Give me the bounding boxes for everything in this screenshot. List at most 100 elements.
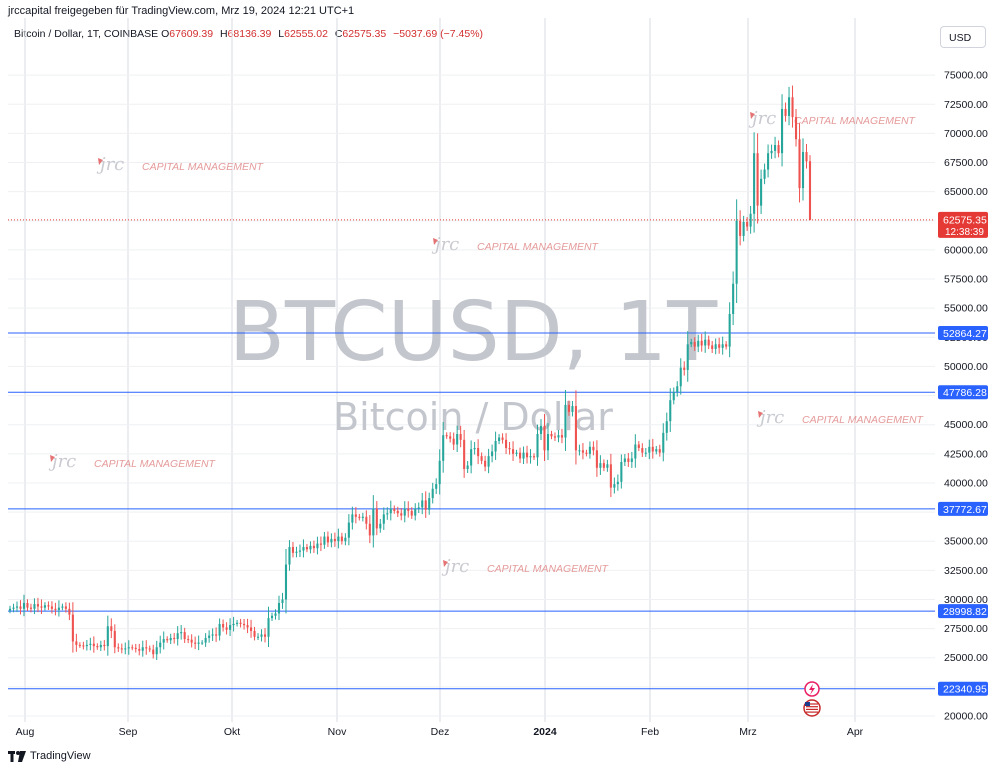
candle-body[interactable]: [169, 637, 172, 641]
level-price-tag[interactable]: [938, 385, 988, 400]
candle-body[interactable]: [291, 547, 295, 553]
candle-body[interactable]: [403, 508, 406, 516]
candle-body[interactable]: [337, 536, 340, 542]
candle-body[interactable]: [57, 607, 60, 610]
candle-body[interactable]: [19, 606, 22, 609]
candle-body[interactable]: [616, 481, 619, 485]
candle-body[interactable]: [539, 425, 543, 435]
candle-body[interactable]: [714, 344, 717, 349]
candle-body[interactable]: [753, 153, 756, 214]
candle-body[interactable]: [477, 448, 480, 457]
candle-body[interactable]: [505, 439, 508, 448]
candle-body[interactable]: [33, 604, 36, 609]
candle-body[interactable]: [375, 508, 378, 529]
candle-body[interactable]: [648, 446, 651, 453]
candle-body[interactable]: [386, 513, 389, 515]
candle-body[interactable]: [522, 452, 525, 459]
candle-body[interactable]: [92, 643, 95, 647]
candle-body[interactable]: [330, 538, 333, 543]
candle-body[interactable]: [365, 516, 368, 524]
candle-body[interactable]: [8, 608, 12, 611]
candle-body[interactable]: [690, 341, 693, 345]
candle-body[interactable]: [623, 458, 626, 462]
candle-body[interactable]: [152, 649, 155, 655]
candle-body[interactable]: [452, 438, 455, 445]
candle-body[interactable]: [546, 434, 550, 451]
candle-body[interactable]: [113, 630, 116, 648]
candle-body[interactable]: [791, 97, 794, 118]
candle-body[interactable]: [173, 637, 176, 640]
candle-body[interactable]: [382, 514, 385, 524]
candle-body[interactable]: [700, 340, 703, 346]
candle-body[interactable]: [148, 648, 151, 650]
candle-body[interactable]: [574, 406, 577, 451]
candle-body[interactable]: [707, 339, 710, 346]
candle-body[interactable]: [728, 314, 731, 347]
candle-body[interactable]: [288, 547, 291, 565]
candle-body[interactable]: [159, 642, 162, 648]
candle-body[interactable]: [162, 639, 165, 643]
candle-body[interactable]: [567, 404, 570, 412]
candle-body[interactable]: [267, 618, 270, 637]
candle-body[interactable]: [155, 647, 158, 655]
candle-body[interactable]: [630, 458, 633, 462]
symbol-label[interactable]: Bitcoin / Dollar, 1T, COINBASE: [14, 28, 159, 40]
candle-body[interactable]: [256, 636, 260, 638]
candle-body[interactable]: [662, 432, 665, 453]
candle-body[interactable]: [145, 647, 148, 649]
candle-body[interactable]: [634, 444, 637, 459]
candle-body[interactable]: [550, 434, 553, 437]
candle-body[interactable]: [697, 340, 700, 347]
candle-body[interactable]: [197, 642, 200, 644]
candle-body[interactable]: [763, 169, 766, 179]
candle-body[interactable]: [295, 551, 298, 553]
candle-body[interactable]: [354, 514, 357, 517]
candle-body[interactable]: [508, 448, 511, 450]
candle-body[interactable]: [721, 344, 724, 348]
candle-body[interactable]: [732, 283, 735, 314]
candle-body[interactable]: [595, 450, 598, 468]
candle-body[interactable]: [36, 604, 39, 607]
candle-body[interactable]: [473, 448, 476, 450]
candle-body[interactable]: [585, 452, 588, 454]
candle-body[interactable]: [250, 627, 253, 631]
candle-body[interactable]: [532, 456, 536, 458]
candle-body[interactable]: [281, 599, 284, 603]
candle-body[interactable]: [85, 644, 88, 647]
candle-body[interactable]: [498, 437, 501, 442]
candle-body[interactable]: [302, 547, 305, 551]
candle-body[interactable]: [525, 452, 529, 458]
candle-body[interactable]: [333, 538, 336, 542]
candle-body[interactable]: [798, 139, 801, 189]
candle-body[interactable]: [407, 508, 410, 511]
candle-body[interactable]: [725, 344, 728, 347]
candle-body[interactable]: [641, 448, 644, 453]
candle-body[interactable]: [211, 634, 214, 636]
candle-body[interactable]: [389, 508, 392, 514]
candle-body[interactable]: [445, 435, 448, 437]
candle-body[interactable]: [756, 153, 759, 206]
candle-body[interactable]: [515, 452, 518, 454]
candle-body[interactable]: [742, 221, 745, 236]
candle-body[interactable]: [141, 647, 144, 651]
candle-body[interactable]: [512, 449, 515, 454]
candle-body[interactable]: [794, 117, 798, 140]
candle-body[interactable]: [64, 606, 67, 609]
candle-body[interactable]: [124, 648, 127, 650]
candle-body[interactable]: [82, 645, 85, 647]
candle-body[interactable]: [599, 463, 602, 468]
candle-body[interactable]: [340, 536, 343, 542]
candle-body[interactable]: [693, 341, 696, 347]
candle-body[interactable]: [40, 606, 43, 608]
candle-body[interactable]: [484, 460, 487, 467]
candle-body[interactable]: [651, 446, 654, 452]
candle-body[interactable]: [29, 607, 33, 609]
candle-body[interactable]: [553, 436, 557, 438]
candle-body[interactable]: [351, 514, 354, 523]
candle-body[interactable]: [491, 451, 494, 457]
candle-body[interactable]: [208, 635, 211, 638]
candle-body[interactable]: [739, 220, 742, 236]
candle-body[interactable]: [78, 644, 81, 646]
candle-body[interactable]: [655, 449, 658, 452]
candle-body[interactable]: [131, 647, 134, 649]
